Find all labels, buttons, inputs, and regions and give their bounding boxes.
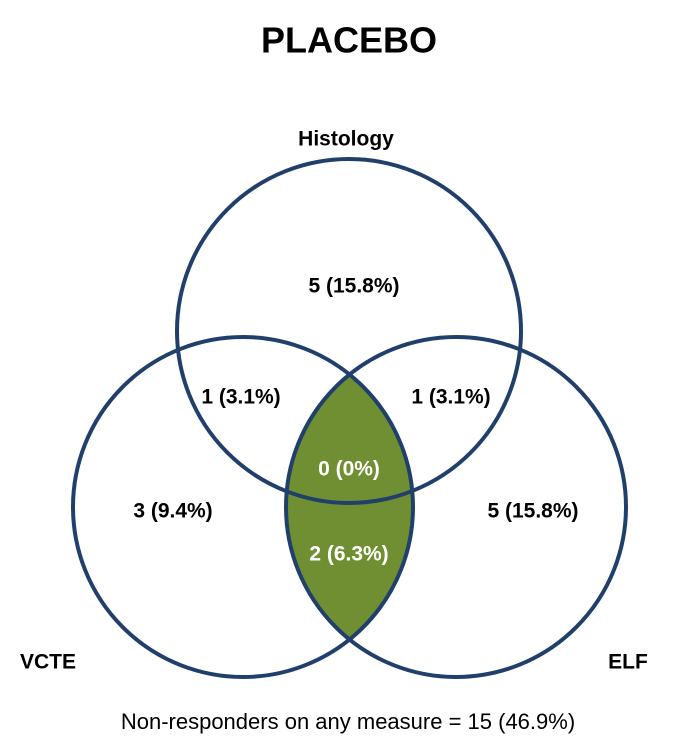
region-label: 0 (0%)	[318, 458, 380, 481]
region-label: 3 (9.4%)	[133, 500, 212, 523]
region-label: 5 (15.8%)	[308, 275, 399, 298]
region-label: 5 (15.8%)	[487, 500, 578, 523]
vcte-circle	[71, 335, 415, 679]
region-label: 2 (6.3%)	[309, 543, 388, 566]
footer: Non-responders on any measure = 15 (46.9…	[121, 709, 575, 734]
elf-circle	[284, 335, 628, 679]
region-label: 1 (3.1%)	[411, 386, 490, 409]
set-label: ELF	[608, 651, 648, 674]
set-label: VCTE	[20, 651, 76, 674]
title: PLACEBO	[261, 20, 437, 61]
set-label: Histology	[298, 128, 394, 151]
region-label: 1 (3.1%)	[201, 386, 280, 409]
histology-circle	[175, 157, 523, 505]
vcte-elf-overlap	[286, 337, 413, 677]
